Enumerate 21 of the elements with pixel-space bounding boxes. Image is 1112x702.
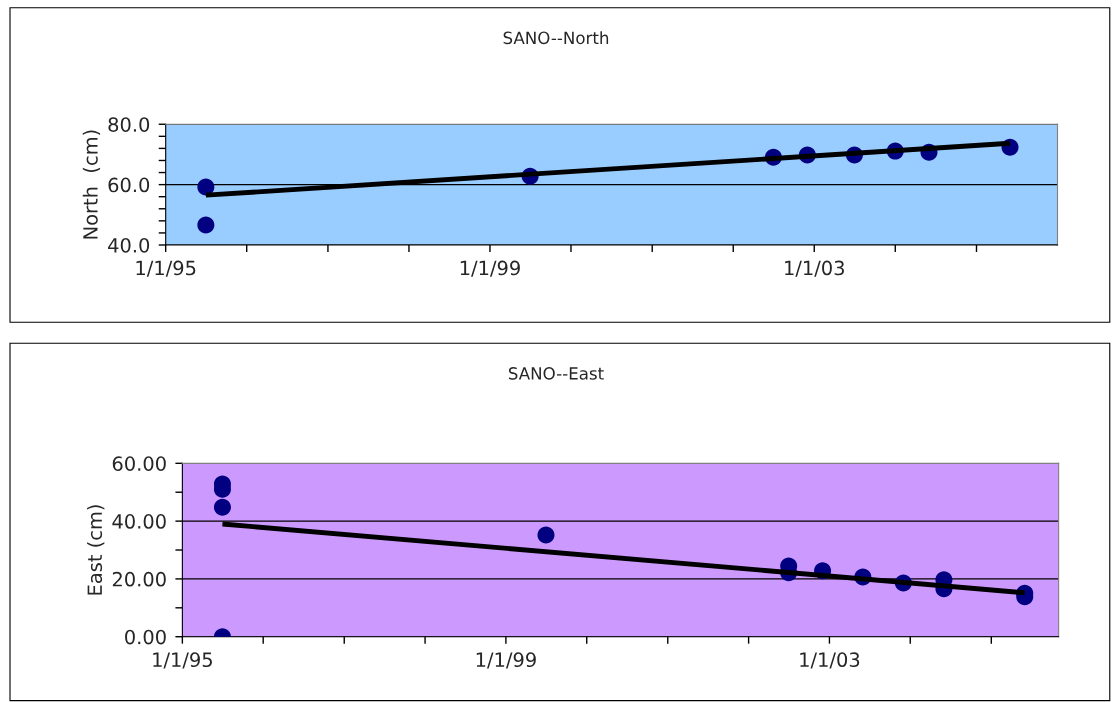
x-tick-label: 1/1/95 [136, 260, 196, 277]
point [197, 216, 215, 234]
y-axis-title: East (cm) [87, 505, 105, 595]
y-tick-label: 40.0 [108, 237, 150, 253]
chart-title: SANO--East [508, 367, 604, 380]
x-tick-label: 1/1/03 [785, 260, 844, 277]
y-axis-title: North (cm) [82, 130, 101, 239]
point [537, 526, 555, 544]
y-tick-label: 60.00 [112, 456, 166, 471]
point [197, 178, 215, 196]
x-tick-label: 1/1/95 [153, 652, 212, 669]
y-tick-label: 20.00 [112, 571, 166, 587]
x-tick-label: 1/1/99 [460, 260, 520, 277]
point [213, 498, 231, 516]
y-tick-label: 60.0 [108, 177, 150, 193]
x-tick-label: 1/1/03 [800, 652, 860, 669]
x-tick-label: 1/1/99 [476, 652, 536, 669]
y-tick-label: 40.00 [112, 514, 166, 529]
y-tick-label: 80.0 [108, 117, 150, 132]
chart-title: SANO--North [503, 31, 609, 45]
y-tick-label: 0.00 [125, 629, 166, 645]
